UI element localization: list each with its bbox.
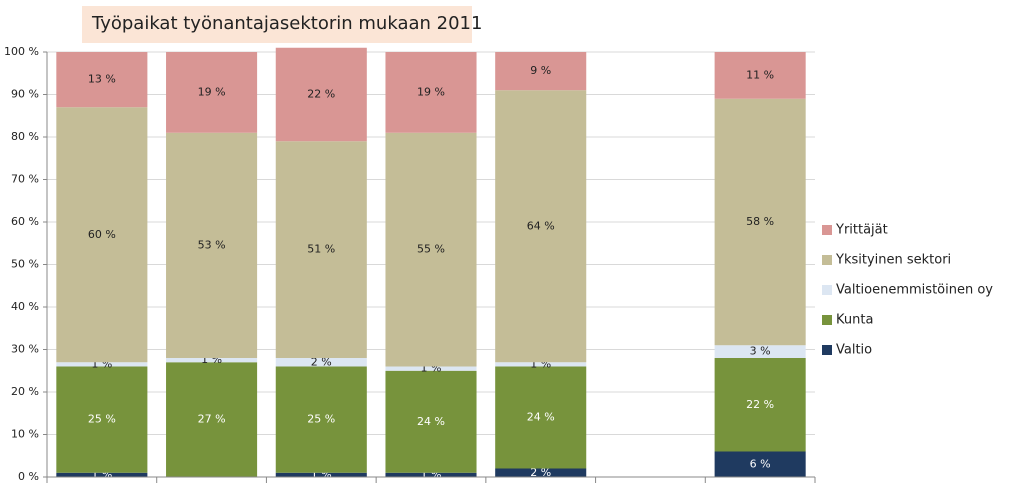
bar-segment (56, 362, 148, 367)
y-tick-label: 10 % (11, 428, 39, 441)
bar-segment (275, 141, 367, 358)
bar-segment (275, 358, 367, 367)
y-tick-label: 20 % (11, 385, 39, 398)
value-label: 22 % (307, 88, 335, 101)
value-label: 2 % (530, 466, 551, 479)
value-label: 60 % (88, 228, 116, 241)
bar-segment (166, 52, 258, 133)
bar-segment (275, 366, 367, 473)
legend-label: Yrittäjät (835, 223, 888, 238)
value-label: 2 % (311, 355, 332, 368)
value-label: 6 % (750, 457, 771, 470)
y-tick-label: 70 % (11, 173, 39, 186)
bar-segment (385, 366, 477, 371)
value-label: 58 % (746, 215, 774, 228)
bar-segment (385, 370, 477, 473)
bar-segment (495, 366, 587, 469)
value-label: 27 % (198, 413, 226, 426)
y-tick-label: 30 % (11, 343, 39, 356)
bar-segment (495, 52, 587, 91)
y-tick-label: 0 % (18, 470, 39, 483)
legend-swatch (822, 285, 832, 295)
bar-segment (495, 468, 587, 477)
bar-segment (385, 472, 477, 477)
legend-label: Kunta (836, 313, 873, 328)
bar-segment (714, 52, 806, 99)
bar-segment (56, 366, 148, 473)
value-label: 25 % (307, 413, 335, 426)
bar-segment (166, 362, 258, 477)
y-tick-label: 80 % (11, 130, 39, 143)
legend-swatch (822, 315, 832, 325)
value-label: 19 % (417, 85, 445, 98)
y-tick-label: 90 % (11, 88, 39, 101)
value-label: 25 % (88, 413, 116, 426)
bar-segment (714, 345, 806, 358)
bar-segment (56, 107, 148, 363)
bar-segment (714, 98, 806, 346)
value-label: 24 % (527, 411, 555, 424)
value-label: 3 % (750, 345, 771, 358)
value-label: 64 % (527, 219, 555, 232)
legend-swatch (822, 255, 832, 265)
bar-segment (714, 451, 806, 477)
value-label: 53 % (198, 238, 226, 251)
bar-segment (275, 47, 367, 142)
bar-segment (385, 132, 477, 367)
chart-title: Työpaikat työnantajasektorin mukaan 2011 (91, 13, 482, 34)
bar-segment (495, 362, 587, 367)
legend-swatch (822, 345, 832, 355)
legend-label: Valtio (836, 343, 872, 358)
y-tick-label: 40 % (11, 300, 39, 313)
value-label: 19 % (198, 85, 226, 98)
legend-label: Yksityinen sektori (835, 253, 951, 268)
bar-segment (56, 52, 148, 108)
bar-segment (495, 90, 587, 363)
value-label: 55 % (417, 243, 445, 256)
bar-segment (166, 358, 258, 363)
y-tick-label: 100 % (4, 45, 39, 58)
title-box (82, 6, 472, 43)
bar-segment (714, 358, 806, 452)
value-label: 24 % (417, 415, 445, 428)
bar-segment (56, 472, 148, 477)
y-tick-label: 50 % (11, 258, 39, 271)
legend-swatch (822, 225, 832, 235)
value-label: 22 % (746, 398, 774, 411)
value-label: 9 % (530, 64, 551, 77)
y-tick-label: 60 % (11, 215, 39, 228)
legend-label: Valtioenemmistöinen oy (836, 283, 993, 298)
bar-segment (166, 132, 258, 358)
bar-segment (385, 52, 477, 133)
value-label: 13 % (88, 73, 116, 86)
value-label: 11 % (746, 68, 774, 81)
value-label: 51 % (307, 243, 335, 256)
bar-segment (275, 472, 367, 477)
